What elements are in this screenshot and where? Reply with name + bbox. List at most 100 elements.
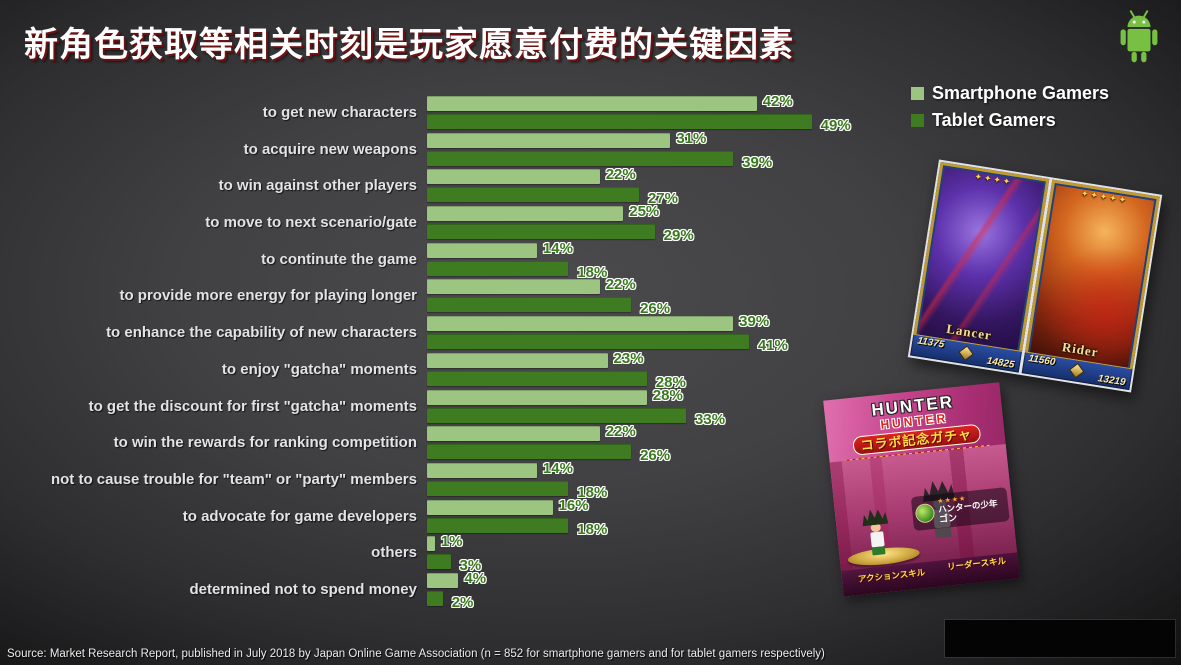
page-title: 新角色获取等相关时刻是玩家愿意付费的关键因素	[24, 27, 794, 64]
category-label: not to cause trouble for "team" or "part…	[50, 470, 417, 488]
category-label: others	[371, 544, 417, 562]
bar-row: to continute the game 14% 18%	[0, 239, 880, 281]
hxh-leaf-icon	[915, 503, 935, 523]
bar-value-label: 41%	[757, 337, 788, 355]
android-icon	[1106, 3, 1172, 73]
bar-value-label: 22%	[605, 166, 636, 184]
tablet-bar	[427, 297, 632, 313]
bar-value-label: 23%	[613, 349, 644, 367]
bar-value-label: 22%	[605, 423, 636, 441]
tablet-bar	[427, 554, 451, 570]
smartphone-bar	[427, 242, 537, 258]
category-label: to get new characters	[262, 104, 417, 121]
smartphone-bar	[427, 316, 734, 332]
bar-value-label: 31%	[676, 129, 707, 147]
legend-label-smartphone: Smartphone Gamers	[932, 83, 1110, 103]
category-label: to acquire new weapons	[243, 140, 417, 158]
tablet-bar	[427, 444, 632, 460]
bar-row: to get new characters 42% 49%	[0, 93, 880, 134]
bar-value-label: 18%	[577, 483, 608, 501]
chart-legend: Smartphone Gamers Tablet Gamers	[911, 83, 1109, 137]
bar-value-label: 26%	[640, 447, 671, 465]
bar-value-label: 18%	[577, 520, 608, 538]
bar-value-label: 22%	[605, 276, 636, 294]
category-label: to continute the game	[261, 250, 417, 268]
fgo-stat-bottom: 13219	[1097, 373, 1127, 389]
bar-row: to advocate for game developers 16% 18%	[0, 496, 880, 538]
bar-row: to enjoy "gatcha" moments 23% 28%	[0, 349, 880, 391]
smartphone-bar	[427, 132, 671, 148]
bar-value-label: 4%	[464, 569, 487, 587]
fgo-stat-top: 11560	[1027, 353, 1057, 369]
bar-value-label: 49%	[820, 117, 851, 134]
bar-value-label: 26%	[640, 300, 671, 318]
bar-row: to move to next scenario/gate 25% 29%	[0, 203, 880, 244]
bar-value-label: 39%	[739, 313, 770, 331]
bar-row: to win the rewards for ranking competiti…	[0, 423, 880, 464]
tablet-bar	[427, 590, 443, 606]
bar-row: to provide more energy for playing longe…	[0, 276, 880, 317]
bar-value-label: 29%	[663, 227, 694, 245]
tablet-bar	[427, 114, 812, 129]
legend-item-smartphone: Smartphone Gamers	[911, 83, 1109, 104]
bar-value-label: 25%	[629, 203, 660, 221]
smartphone-bar	[427, 536, 435, 552]
bar-row: to enhance the capability of new charact…	[0, 313, 880, 354]
smartphone-bar	[427, 169, 600, 185]
smartphone-bar	[427, 352, 608, 368]
source-note: Source: Market Research Report, publishe…	[7, 648, 825, 660]
hxh-skill-left: アクションスキル	[857, 567, 926, 585]
smartphone-bar	[427, 279, 600, 295]
redacted-box	[945, 620, 1175, 657]
legend-swatch-tablet	[911, 114, 924, 127]
bar-chart: to get new characters 42% 49% to acquire ne…	[0, 93, 880, 611]
category-label: to advocate for game developers	[182, 507, 417, 525]
legend-item-tablet: Tablet Gamers	[911, 110, 1109, 131]
fgo-stat-bottom: 14825	[985, 355, 1016, 371]
bar-value-label: 28%	[652, 386, 683, 404]
category-label: to provide more energy for playing longe…	[119, 287, 417, 305]
bar-value-label: 16%	[558, 496, 589, 514]
category-label: to win the rewards for ranking competiti…	[113, 434, 417, 452]
legend-swatch-smartphone	[911, 87, 924, 100]
tablet-bar	[427, 407, 687, 423]
smartphone-bar	[427, 572, 459, 588]
tablet-bar	[427, 370, 647, 386]
hxh-scene: ★★★★ ハンターの少年 ゴン	[829, 443, 1018, 571]
category-label: to get the discount for first "gatcha" m…	[88, 397, 417, 415]
bar-value-label: 1%	[440, 533, 463, 551]
category-label: determined not to spend money	[189, 580, 417, 598]
legend-label-tablet: Tablet Gamers	[932, 110, 1056, 130]
bar-value-label: 14%	[542, 459, 573, 477]
bar-value-label: 18%	[577, 263, 608, 281]
bar-value-label: 3%	[459, 557, 482, 575]
fgo-stat-top: 11375	[916, 335, 946, 351]
smartphone-bar	[427, 389, 647, 405]
bar-value-label: 14%	[542, 239, 573, 257]
tablet-bar	[427, 187, 639, 203]
tablet-bar	[427, 334, 749, 350]
bar-value-label: 39%	[742, 153, 773, 171]
smartphone-bar	[427, 206, 624, 222]
bar-row: determined not to spend money 4% 2%	[0, 569, 880, 611]
fgo-diamond-icon	[1070, 364, 1084, 378]
hxh-gacha-image: HUNTER HUNTER コラボ記念ガチャ ★★★★ ハンターの少年 ゴン ア…	[823, 382, 1020, 597]
fgo-star-rating: ✦✦✦✦✦	[1080, 188, 1129, 206]
bar-row: not to cause trouble for "team" or "part…	[0, 459, 880, 501]
bar-value-label: 42%	[762, 93, 793, 110]
bar-value-label: 27%	[647, 190, 678, 208]
tablet-bar	[427, 480, 569, 496]
category-label: to win against other players	[218, 177, 417, 195]
bar-row: to acquire new weapons 31% 39%	[0, 129, 880, 171]
category-label: to move to next scenario/gate	[205, 214, 417, 232]
bar-row: to get the discount for first "gatcha" m…	[0, 386, 880, 428]
smartphone-bar	[427, 499, 553, 515]
bar-row: others 1% 3%	[0, 533, 880, 574]
tablet-bar	[427, 150, 734, 166]
tablet-bar	[427, 517, 569, 533]
bar-value-label: 33%	[695, 410, 726, 428]
smartphone-bar	[427, 96, 757, 111]
fgo-star-rating: ✦✦✦✦	[973, 171, 1013, 188]
category-label: to enjoy "gatcha" moments	[221, 360, 417, 378]
tablet-bar	[427, 260, 569, 276]
